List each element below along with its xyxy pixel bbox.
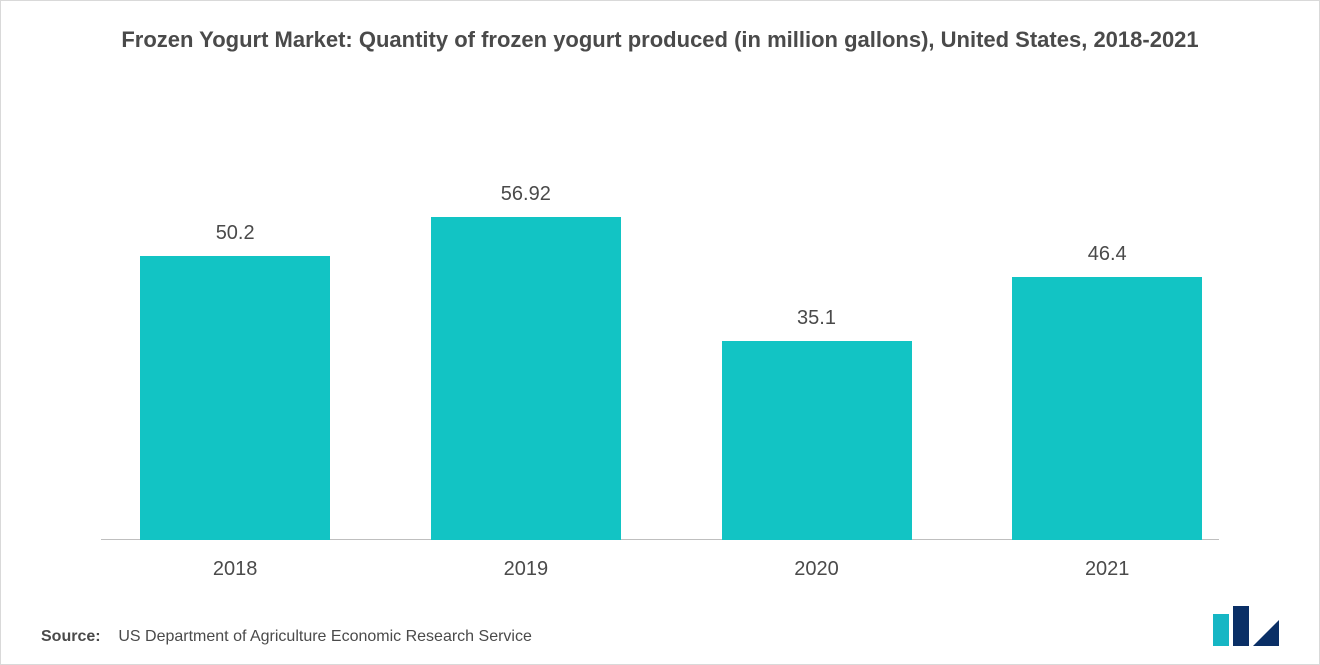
bar-value-label: 50.2 (140, 222, 330, 245)
x-label-2021: 2021 (1085, 558, 1130, 581)
chart-area: 50.2 56.92 35.1 46.4 2018 2019 2020 2021 (41, 115, 1279, 588)
bar-2021: 46.4 (1012, 277, 1202, 540)
bar-rect (431, 217, 621, 540)
brand-logo-icon (1213, 606, 1279, 646)
x-label-2018: 2018 (213, 558, 258, 581)
chart-title: Frozen Yogurt Market: Quantity of frozen… (121, 25, 1198, 55)
bar-2018: 50.2 (140, 256, 330, 540)
bar-rect (722, 341, 912, 540)
chart-footer: Source: US Department of Agriculture Eco… (41, 606, 1279, 646)
bar-2019: 56.92 (431, 217, 621, 540)
x-label-2020: 2020 (794, 558, 839, 581)
bar-value-label: 56.92 (431, 183, 621, 206)
plot-region: 50.2 56.92 35.1 46.4 (101, 115, 1219, 540)
source-label: Source: (41, 628, 101, 645)
bar-2020: 35.1 (722, 341, 912, 540)
x-label-2019: 2019 (504, 558, 549, 581)
source-text: US Department of Agriculture Economic Re… (118, 628, 532, 645)
chart-frame: Frozen Yogurt Market: Quantity of frozen… (0, 0, 1320, 665)
source-line: Source: US Department of Agriculture Eco… (41, 628, 532, 646)
bar-value-label: 46.4 (1012, 243, 1202, 266)
bar-rect (140, 256, 330, 540)
bar-rect (1012, 277, 1202, 540)
x-axis-labels: 2018 2019 2020 2021 (101, 548, 1219, 588)
bar-value-label: 35.1 (722, 307, 912, 330)
